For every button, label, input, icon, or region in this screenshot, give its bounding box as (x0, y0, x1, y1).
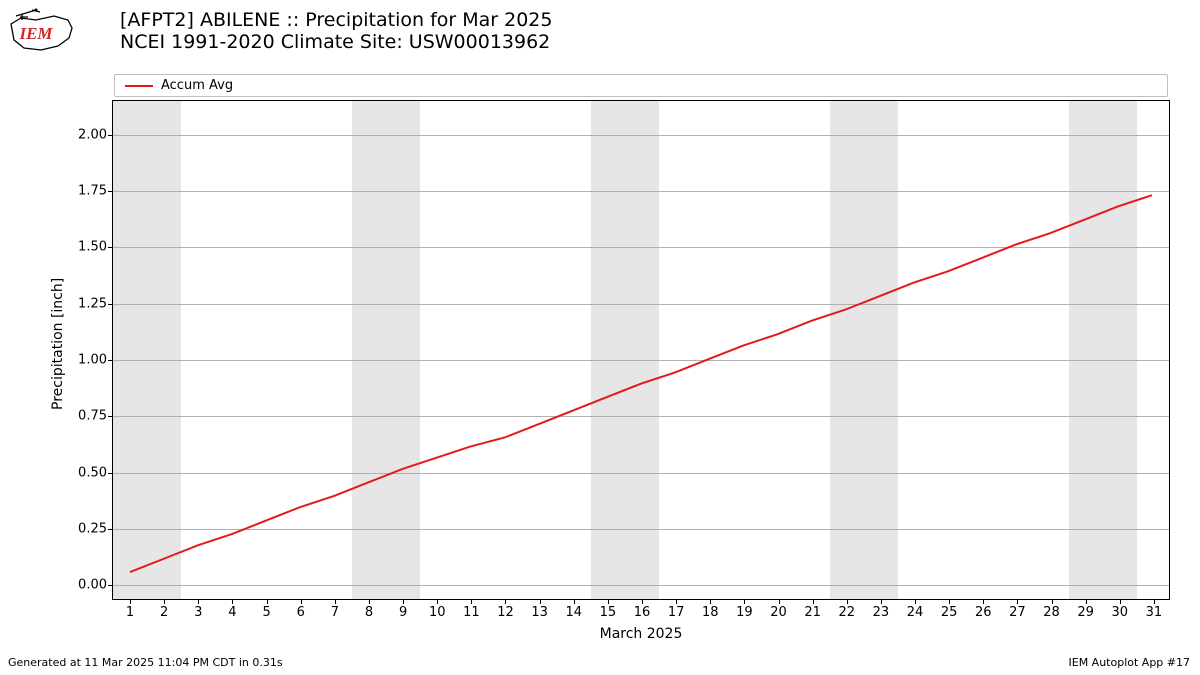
x-tick-label: 1 (126, 599, 134, 620)
x-tick-label: 15 (600, 599, 617, 620)
x-tick-label: 12 (497, 599, 514, 620)
x-tick-label: 9 (399, 599, 407, 620)
x-tick-label: 6 (297, 599, 305, 620)
title-line-1: [AFPT2] ABILENE :: Precipitation for Mar… (120, 10, 552, 32)
series-layer (113, 101, 1169, 599)
x-tick-label: 3 (194, 599, 202, 620)
svg-text:IEM: IEM (18, 24, 53, 43)
x-tick-label: 17 (668, 599, 685, 620)
x-tick-label: 16 (634, 599, 651, 620)
y-tick-label: 2.00 (78, 127, 113, 142)
title-line-2: NCEI 1991-2020 Climate Site: USW00013962 (120, 32, 552, 54)
legend: Accum Avg (114, 74, 1168, 97)
x-tick-label: 7 (331, 599, 339, 620)
x-tick-label: 26 (975, 599, 992, 620)
x-tick-label: 20 (770, 599, 787, 620)
x-tick-label: 2 (160, 599, 168, 620)
y-tick-label: 0.00 (78, 578, 113, 593)
x-tick-label: 4 (228, 599, 236, 620)
y-tick-label: 1.00 (78, 353, 113, 368)
x-tick-label: 25 (941, 599, 958, 620)
y-tick-label: 0.50 (78, 465, 113, 480)
x-tick-label: 18 (702, 599, 719, 620)
x-tick-label: 23 (873, 599, 890, 620)
x-tick-label: 11 (463, 599, 480, 620)
x-tick-label: 14 (565, 599, 582, 620)
x-tick-label: 31 (1146, 599, 1163, 620)
x-tick-label: 10 (429, 599, 446, 620)
x-tick-label: 19 (736, 599, 753, 620)
x-tick-label: 22 (838, 599, 855, 620)
chart-title: [AFPT2] ABILENE :: Precipitation for Mar… (120, 10, 552, 54)
x-axis-label: March 2025 (600, 626, 683, 642)
y-tick-label: 1.25 (78, 296, 113, 311)
y-tick-label: 0.75 (78, 409, 113, 424)
legend-swatch (125, 85, 153, 87)
y-tick-label: 1.50 (78, 240, 113, 255)
x-tick-label: 8 (365, 599, 373, 620)
y-tick-label: 1.75 (78, 184, 113, 199)
footer-app: IEM Autoplot App #17 (1069, 656, 1191, 669)
x-tick-label: 29 (1077, 599, 1094, 620)
y-tick-label: 0.25 (78, 521, 113, 536)
plot-area: 0.000.250.500.751.001.251.501.752.001234… (112, 100, 1170, 600)
iem-logo: IEM (6, 6, 76, 56)
x-tick-label: 30 (1112, 599, 1129, 620)
series-line (130, 195, 1152, 572)
x-tick-label: 28 (1043, 599, 1060, 620)
x-tick-label: 27 (1009, 599, 1026, 620)
x-tick-label: 21 (804, 599, 821, 620)
footer-timestamp: Generated at 11 Mar 2025 11:04 PM CDT in… (8, 656, 283, 669)
legend-label: Accum Avg (161, 78, 233, 93)
x-tick-label: 5 (262, 599, 270, 620)
x-tick-label: 13 (531, 599, 548, 620)
y-axis-label: Precipitation [inch] (50, 278, 66, 410)
x-tick-label: 24 (907, 599, 924, 620)
